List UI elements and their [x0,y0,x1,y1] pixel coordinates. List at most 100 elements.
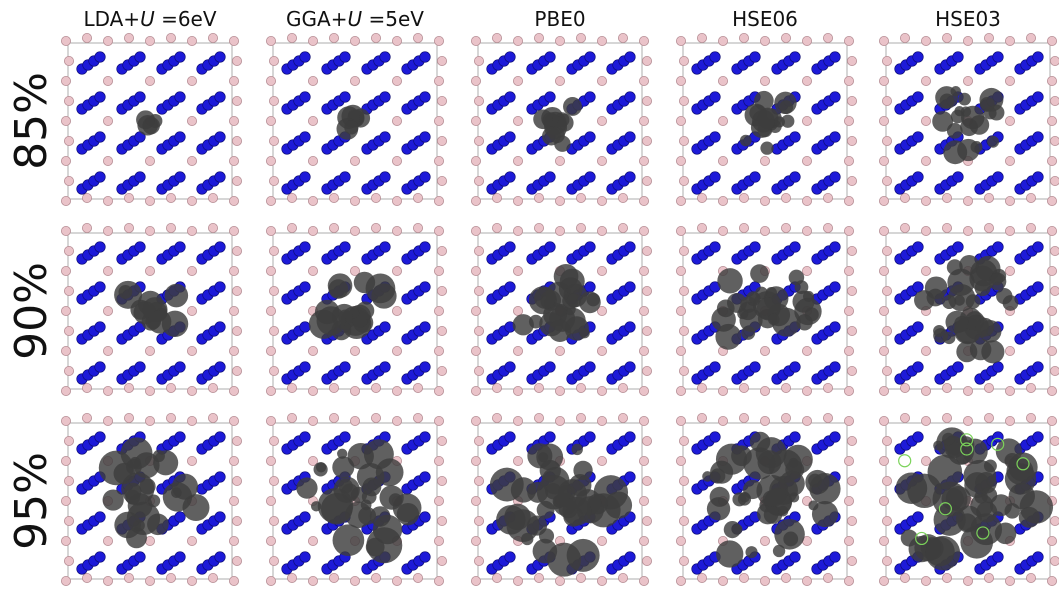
pink-atom [942,413,951,422]
pink-atom [718,36,727,45]
blue-atom [913,52,924,63]
pink-atom [844,416,853,425]
pink-atom [437,96,446,105]
pink-atom [942,383,951,392]
pink-atom [232,436,241,445]
pink-atom [187,456,196,465]
pink-atom [103,576,112,585]
pink-atom [921,156,930,165]
green-contour [899,455,911,467]
blue-atom [790,172,801,183]
density-blob [783,532,798,547]
blue-atom [215,242,226,253]
pink-atom [187,76,196,85]
density-blob [165,284,189,308]
pink-atom [232,56,241,65]
blue-atom [300,512,311,523]
blue-atom [830,172,841,183]
blue-atom [1033,92,1044,103]
pink-atom [166,193,175,202]
pink-atom [124,193,133,202]
pink-atom [232,476,241,485]
pink-atom [879,156,888,165]
pink-atom [1047,416,1056,425]
pink-atom [882,326,891,335]
pink-atom [921,36,930,45]
pink-atom [437,326,446,335]
pink-atom [437,176,446,185]
blue-atom [1033,432,1044,443]
pink-atom [639,196,648,205]
blue-atom [625,362,636,373]
pink-atom [879,266,888,275]
density-blob [925,276,948,299]
pink-atom [437,56,446,65]
pink-atom [1026,33,1035,42]
density-blob [745,546,757,558]
pink-atom [229,496,238,505]
pink-atom [61,76,70,85]
blue-atom [300,282,311,293]
pink-atom [492,193,501,202]
blue-atom [340,52,351,63]
blue-atom [790,132,801,143]
blue-atom [830,282,841,293]
density-blob [328,273,353,298]
pink-atom [266,386,275,395]
pink-atom [103,346,112,355]
pink-atom [921,386,930,395]
pink-atom [308,536,317,545]
pink-atom [879,116,888,125]
pink-atom [697,223,706,232]
pink-atom [413,223,422,232]
structure-panel [61,33,241,205]
pink-atom [471,576,480,585]
pink-atom [802,416,811,425]
pink-atom [413,193,422,202]
pink-atom [329,193,338,202]
blue-atom [790,362,801,373]
blue-atom [1033,172,1044,183]
blue-atom [790,552,801,563]
pink-atom [434,496,443,505]
blue-atom [95,242,106,253]
pink-atom [676,416,685,425]
structure-panel [676,413,856,585]
pink-atom [963,226,972,235]
pink-atom [61,226,70,235]
pink-atom [471,386,480,395]
pink-atom [269,176,278,185]
density-blob [567,539,600,572]
blue-atom [625,92,636,103]
density-blob [773,545,785,557]
pink-atom [232,246,241,255]
pink-atom [492,413,501,422]
density-blob [750,264,769,283]
blue-atom [505,282,516,293]
header-part: PBE0 [534,7,585,31]
blue-atom [300,92,311,103]
column-header: GGA+U =5eV [286,7,424,31]
pink-atom [844,496,853,505]
pink-atom [187,156,196,165]
pink-atom [266,576,275,585]
blue-atom [710,52,721,63]
pink-atom [64,96,73,105]
pink-atom [642,286,651,295]
blue-atom [830,552,841,563]
blue-atom [95,512,106,523]
pink-atom [269,476,278,485]
blue-atom [993,242,1004,253]
blue-atom [135,242,146,253]
pink-atom [576,193,585,202]
pink-atom [437,556,446,565]
pink-atom [437,246,446,255]
pink-atom [392,386,401,395]
pink-atom [61,306,70,315]
pink-atom [882,556,891,565]
pink-atom [1005,266,1014,275]
structure-panel [676,223,856,395]
blue-atom [175,132,186,143]
pink-atom [760,576,769,585]
pink-atom [187,266,196,275]
